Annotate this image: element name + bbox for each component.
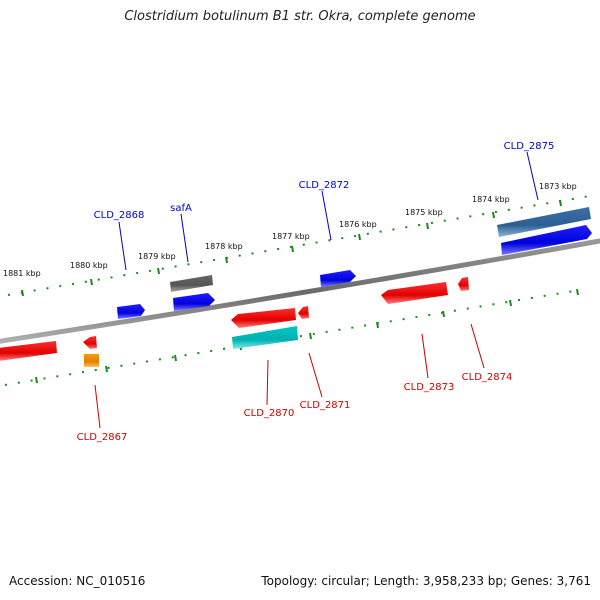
scale-label: 1880 kbp bbox=[70, 261, 108, 270]
reverse-genes bbox=[0, 277, 469, 367]
gene-label[interactable]: CLD_2874 bbox=[462, 372, 513, 383]
gene-CLD_2875-upper[interactable] bbox=[497, 207, 591, 237]
scale-label: 1878 kbp bbox=[205, 242, 243, 251]
gene-CLD_2868[interactable] bbox=[117, 304, 145, 319]
scale-label: 1875 kbp bbox=[405, 208, 443, 217]
gene-CLD_2870-cyan[interactable] bbox=[232, 326, 298, 349]
gene-CLD_2870[interactable] bbox=[231, 308, 296, 328]
accession-text: Accession: NC_010516 bbox=[9, 574, 146, 588]
gene-label[interactable]: CLD_2867 bbox=[77, 432, 128, 443]
gene-CLD_2871[interactable] bbox=[298, 306, 309, 319]
upper-major-ticks bbox=[21, 199, 562, 297]
gene-CLD_2867[interactable] bbox=[83, 336, 97, 349]
scale-label: 1881 kbp bbox=[3, 269, 41, 278]
forward-leader-lines bbox=[118, 151, 539, 271]
gene-label[interactable]: CLD_2868 bbox=[94, 210, 145, 221]
gene-label[interactable]: CLD_2875 bbox=[504, 141, 555, 152]
gene-safA-upper[interactable] bbox=[170, 275, 213, 292]
gene-label[interactable]: CLD_2872 bbox=[299, 180, 350, 191]
gene-CLD_2867-orange[interactable] bbox=[84, 354, 99, 367]
forward-gene-labels: CLD_2868 safA CLD_2872 CLD_2875 bbox=[94, 141, 555, 221]
gene-label[interactable]: CLD_2870 bbox=[244, 408, 295, 419]
reverse-gene-labels: CLD_2867 CLD_2870 CLD_2871 CLD_2873 CLD_… bbox=[77, 372, 513, 443]
scale-label: 1876 kbp bbox=[339, 220, 377, 229]
scale-label: 1879 kbp bbox=[138, 252, 176, 261]
map-title: Clostridium botulinum B1 str. Okra, comp… bbox=[124, 9, 476, 24]
scale-label: 1874 kbp bbox=[472, 195, 510, 204]
lower-major-ticks bbox=[35, 288, 579, 384]
gene-CLD_2874[interactable] bbox=[458, 277, 469, 291]
scale-label: 1873 kbp bbox=[539, 182, 577, 191]
genome-summary-text: Topology: circular; Length: 3,958,233 bp… bbox=[261, 574, 591, 588]
gene-CLD_2873[interactable] bbox=[381, 282, 448, 304]
gene-label[interactable]: safA bbox=[170, 203, 192, 214]
gene-CLD_2869[interactable] bbox=[173, 293, 215, 311]
genome-backbone bbox=[0, 238, 600, 344]
gene-left-partial[interactable] bbox=[0, 341, 57, 361]
gene-label[interactable]: CLD_2873 bbox=[404, 382, 455, 393]
scale-labels: 1881 kbp 1880 kbp 1879 kbp 1878 kbp 1877… bbox=[3, 182, 577, 278]
gene-label[interactable]: CLD_2871 bbox=[300, 400, 351, 411]
gene-CLD_2875[interactable] bbox=[501, 225, 592, 255]
gene-CLD_2872[interactable] bbox=[320, 270, 356, 287]
forward-genes bbox=[117, 207, 592, 319]
reverse-leader-lines bbox=[94, 323, 485, 429]
scale-label: 1877 kbp bbox=[272, 232, 310, 241]
